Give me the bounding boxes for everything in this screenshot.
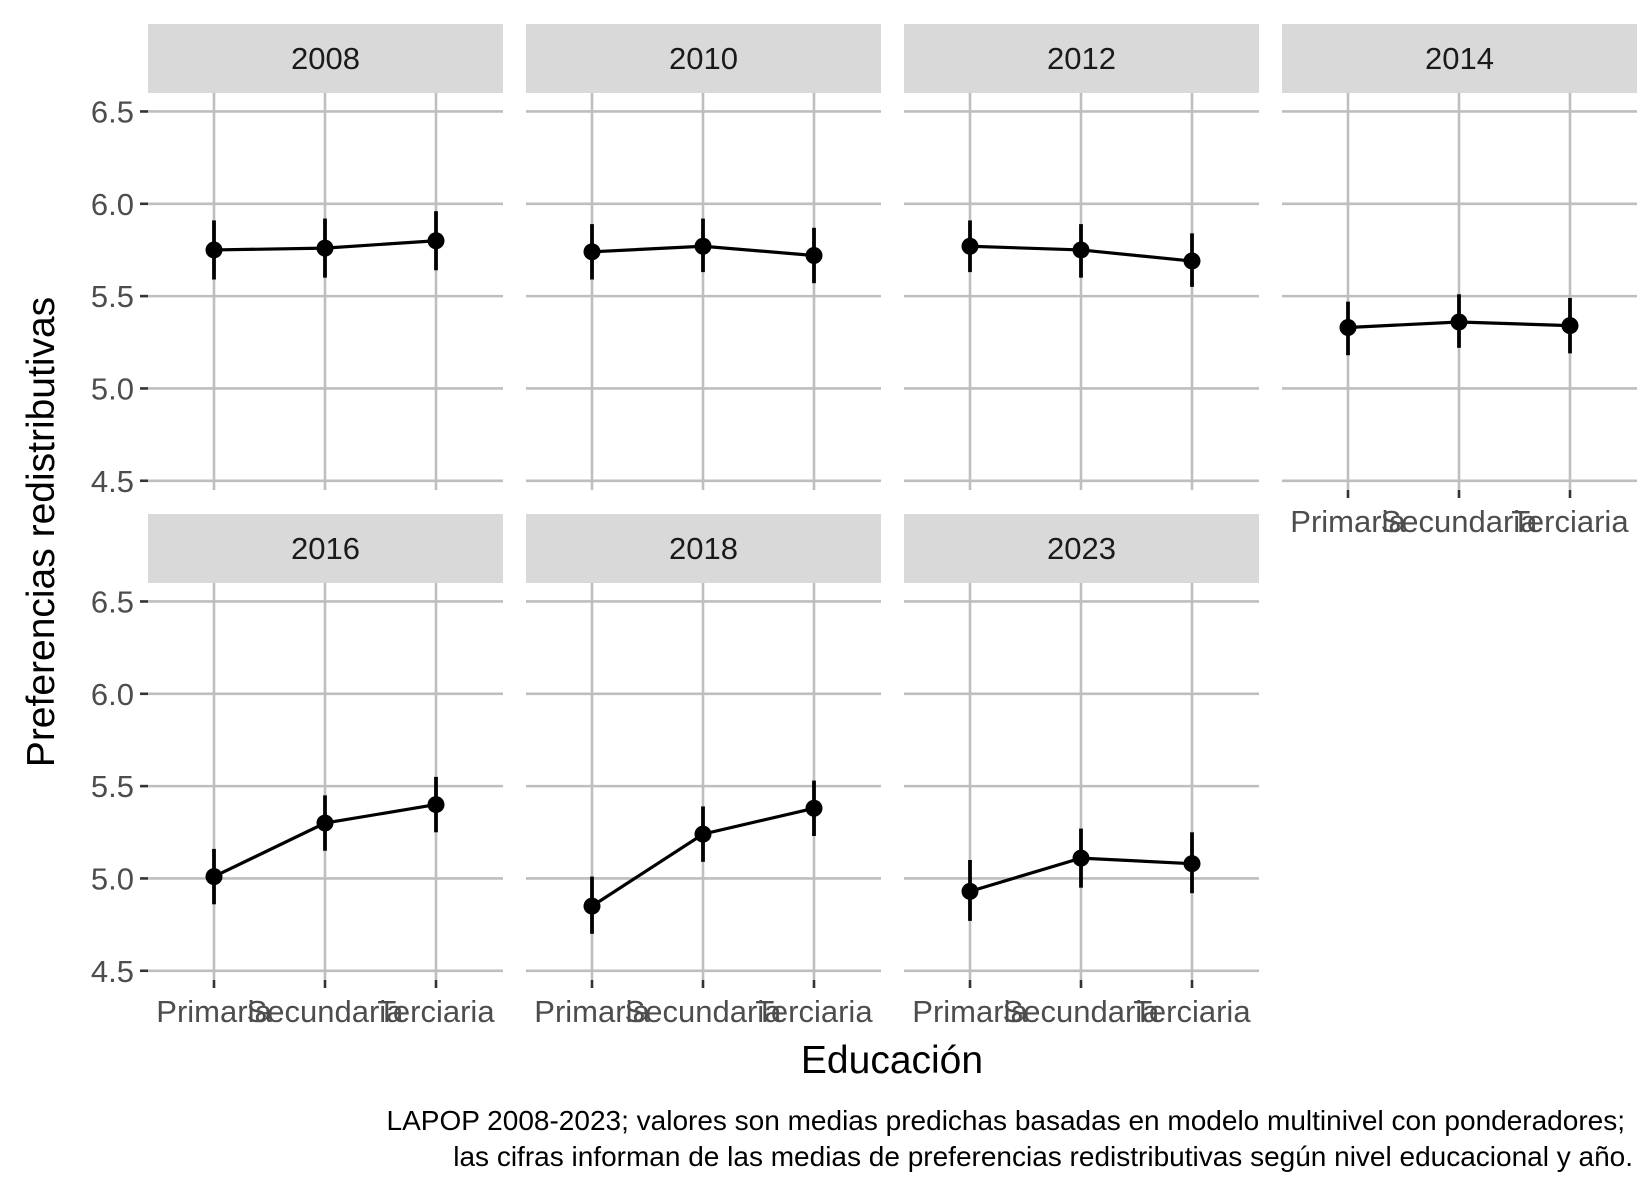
- data-point: [1561, 317, 1579, 335]
- y-tick-label: 4.5: [91, 954, 134, 989]
- data-point: [805, 799, 823, 817]
- x-tick-label: Terciaria: [1511, 504, 1629, 539]
- facet-label-2016: 2016: [291, 531, 360, 566]
- data-point: [316, 814, 334, 832]
- data-point: [205, 868, 223, 886]
- data-point: [583, 243, 601, 261]
- data-point: [1072, 849, 1090, 867]
- y-tick-label: 5.0: [91, 861, 134, 896]
- facet-label-2023: 2023: [1047, 531, 1116, 566]
- y-tick-label: 5.5: [91, 769, 134, 804]
- y-tick-label: 5.0: [91, 371, 134, 406]
- facet-label-2014: 2014: [1425, 41, 1494, 76]
- facet-label-2012: 2012: [1047, 41, 1116, 76]
- facet-strip-2012: [904, 24, 1259, 93]
- x-tick-label: Primaria: [912, 994, 1028, 1029]
- data-point: [1450, 313, 1468, 331]
- data-point: [694, 825, 712, 843]
- x-tick-label: Primaria: [534, 994, 650, 1029]
- x-tick-label: Secundaria: [1381, 504, 1539, 539]
- y-tick-label: 4.5: [91, 464, 134, 499]
- x-tick-label: Secundaria: [625, 994, 783, 1029]
- facet-strip-2014: [1282, 24, 1637, 93]
- x-axis-title: Educación: [801, 1039, 983, 1082]
- data-point: [316, 239, 334, 257]
- facet-strip-2016: [148, 514, 503, 583]
- facet-strip-2008: [148, 24, 503, 93]
- y-tick-label: 6.5: [91, 584, 134, 619]
- data-point: [1339, 319, 1357, 337]
- data-point: [1183, 252, 1201, 270]
- facet-label-2008: 2008: [291, 41, 360, 76]
- y-tick-label: 6.0: [91, 187, 134, 222]
- y-tick-label: 5.5: [91, 279, 134, 314]
- x-tick-label: Secundaria: [247, 994, 405, 1029]
- y-tick-label: 6.0: [91, 677, 134, 712]
- x-tick-label: Terciaria: [755, 994, 873, 1029]
- y-tick-label: 6.5: [91, 94, 134, 129]
- x-tick-label: Terciaria: [1133, 994, 1251, 1029]
- data-point: [961, 237, 979, 255]
- data-point: [805, 246, 823, 264]
- facet-label-2018: 2018: [669, 531, 738, 566]
- facet-label-2010: 2010: [669, 41, 738, 76]
- x-tick-label: Terciaria: [377, 994, 495, 1029]
- x-tick-label: Primaria: [1290, 504, 1406, 539]
- x-tick-label: Primaria: [156, 994, 272, 1029]
- data-point: [583, 897, 601, 915]
- data-point: [1072, 241, 1090, 259]
- data-point: [427, 232, 445, 250]
- caption-line-1: LAPOP 2008-2023; valores son medias pred…: [387, 1105, 1625, 1136]
- data-point: [694, 237, 712, 255]
- data-point: [205, 241, 223, 259]
- x-tick-label: Secundaria: [1003, 994, 1161, 1029]
- facet-strip-2023: [904, 514, 1259, 583]
- caption-line-2: las cifras informan de las medias de pre…: [453, 1141, 1633, 1172]
- facet-strip-2010: [526, 24, 881, 93]
- data-point: [427, 796, 445, 814]
- facet-strip-2018: [526, 514, 881, 583]
- y-axis-title: Preferencias redistributivas: [20, 297, 63, 767]
- data-point: [1183, 855, 1201, 873]
- data-point: [961, 882, 979, 900]
